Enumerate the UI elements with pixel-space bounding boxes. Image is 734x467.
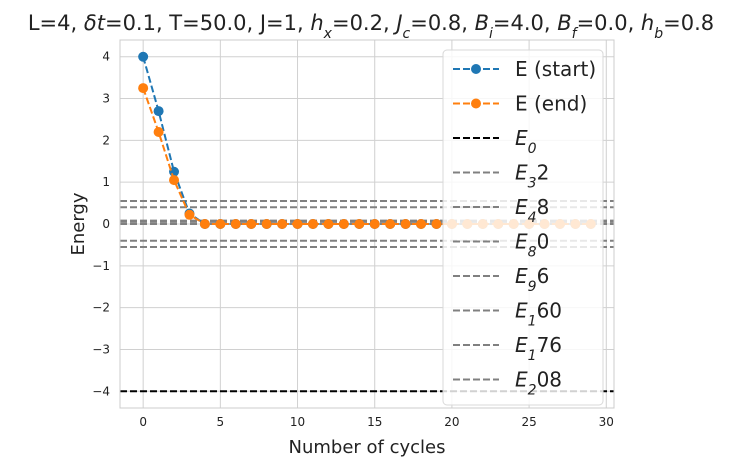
data-point	[338, 219, 349, 229]
x-tick-label: 0	[139, 415, 147, 429]
legend-label: E32	[515, 161, 549, 192]
x-tick-label: 25	[521, 415, 536, 429]
legend-label: E0	[515, 126, 537, 157]
data-point	[261, 219, 272, 229]
data-point	[385, 219, 396, 229]
title-part: c	[403, 26, 411, 42]
y-axis-label: Energy	[68, 192, 89, 255]
data-point	[354, 219, 365, 229]
title-part: f	[572, 26, 579, 42]
plot-frame	[119, 39, 615, 409]
data-point	[153, 106, 164, 117]
legend-label: E160	[515, 299, 562, 330]
data-point	[184, 209, 195, 220]
data-point	[400, 219, 411, 229]
y-tick-label: −1	[92, 259, 110, 273]
title-part: i	[489, 26, 493, 42]
y-tick-label: 3	[102, 92, 110, 106]
data-point	[323, 219, 334, 229]
x-tick-label: 10	[290, 415, 305, 429]
x-tick-label: 15	[367, 415, 382, 429]
title-part: L=4,	[28, 11, 84, 35]
chart-title: L=4, δt=0.1, T=50.0, J=1, hx=0.2, Jc=0.8…	[28, 11, 714, 42]
legend-marker	[471, 64, 481, 74]
data-point	[153, 127, 164, 137]
legend-label: E80	[515, 230, 549, 261]
legend-label: E (end)	[515, 92, 587, 116]
y-tick-label: 0	[102, 217, 110, 231]
legend-label: E176	[515, 333, 562, 364]
y-tick-label: −2	[92, 301, 110, 315]
legend-marker	[471, 98, 481, 109]
title-part: δt	[84, 11, 106, 35]
data-point	[307, 219, 318, 229]
title-part: =4.0,	[493, 11, 557, 35]
x-tick-label: 30	[599, 415, 614, 429]
title-part: =0.0,	[577, 11, 641, 35]
data-point	[369, 219, 380, 229]
legend-label: E48	[515, 195, 549, 226]
title-part: =0.8,	[410, 11, 474, 35]
data-point	[416, 219, 427, 229]
title-part: b	[654, 26, 663, 42]
data-point	[199, 219, 210, 229]
data-point	[277, 219, 288, 229]
title-part: B	[557, 11, 571, 35]
data-point	[431, 219, 442, 229]
data-point	[169, 175, 180, 186]
data-point	[246, 219, 257, 229]
data-point	[138, 51, 149, 62]
x-tick-label: 5	[217, 415, 225, 429]
x-axis-label: Number of cycles	[289, 437, 446, 458]
y-tick-label: 1	[102, 175, 110, 189]
title-part: =0.8	[663, 11, 714, 35]
title-part: =0.2,	[332, 11, 396, 35]
legend-label: E (start)	[515, 57, 596, 81]
title-part: h	[310, 11, 323, 35]
title-part: h	[641, 11, 654, 35]
y-tick-label: 2	[102, 133, 110, 147]
title-part: B	[475, 11, 489, 35]
data-point	[215, 219, 226, 229]
data-point	[230, 219, 241, 229]
data-point	[292, 219, 303, 229]
data-point	[138, 83, 149, 94]
y-tick-label: −4	[92, 384, 110, 398]
x-tick-label: 20	[444, 415, 459, 429]
legend-label: E208	[515, 368, 562, 399]
legend-label: E96	[515, 264, 549, 295]
title-part: J	[392, 11, 402, 35]
title-part: =0.1, T=50.0, J=1,	[105, 11, 310, 35]
title-part: x	[323, 26, 333, 42]
y-tick-label: 4	[102, 50, 110, 64]
axes: 0 5 10 15 20 25 30 −4 −3 −2 −1 0 1 2 3 4	[92, 39, 615, 429]
y-tick-label: −3	[92, 342, 110, 356]
